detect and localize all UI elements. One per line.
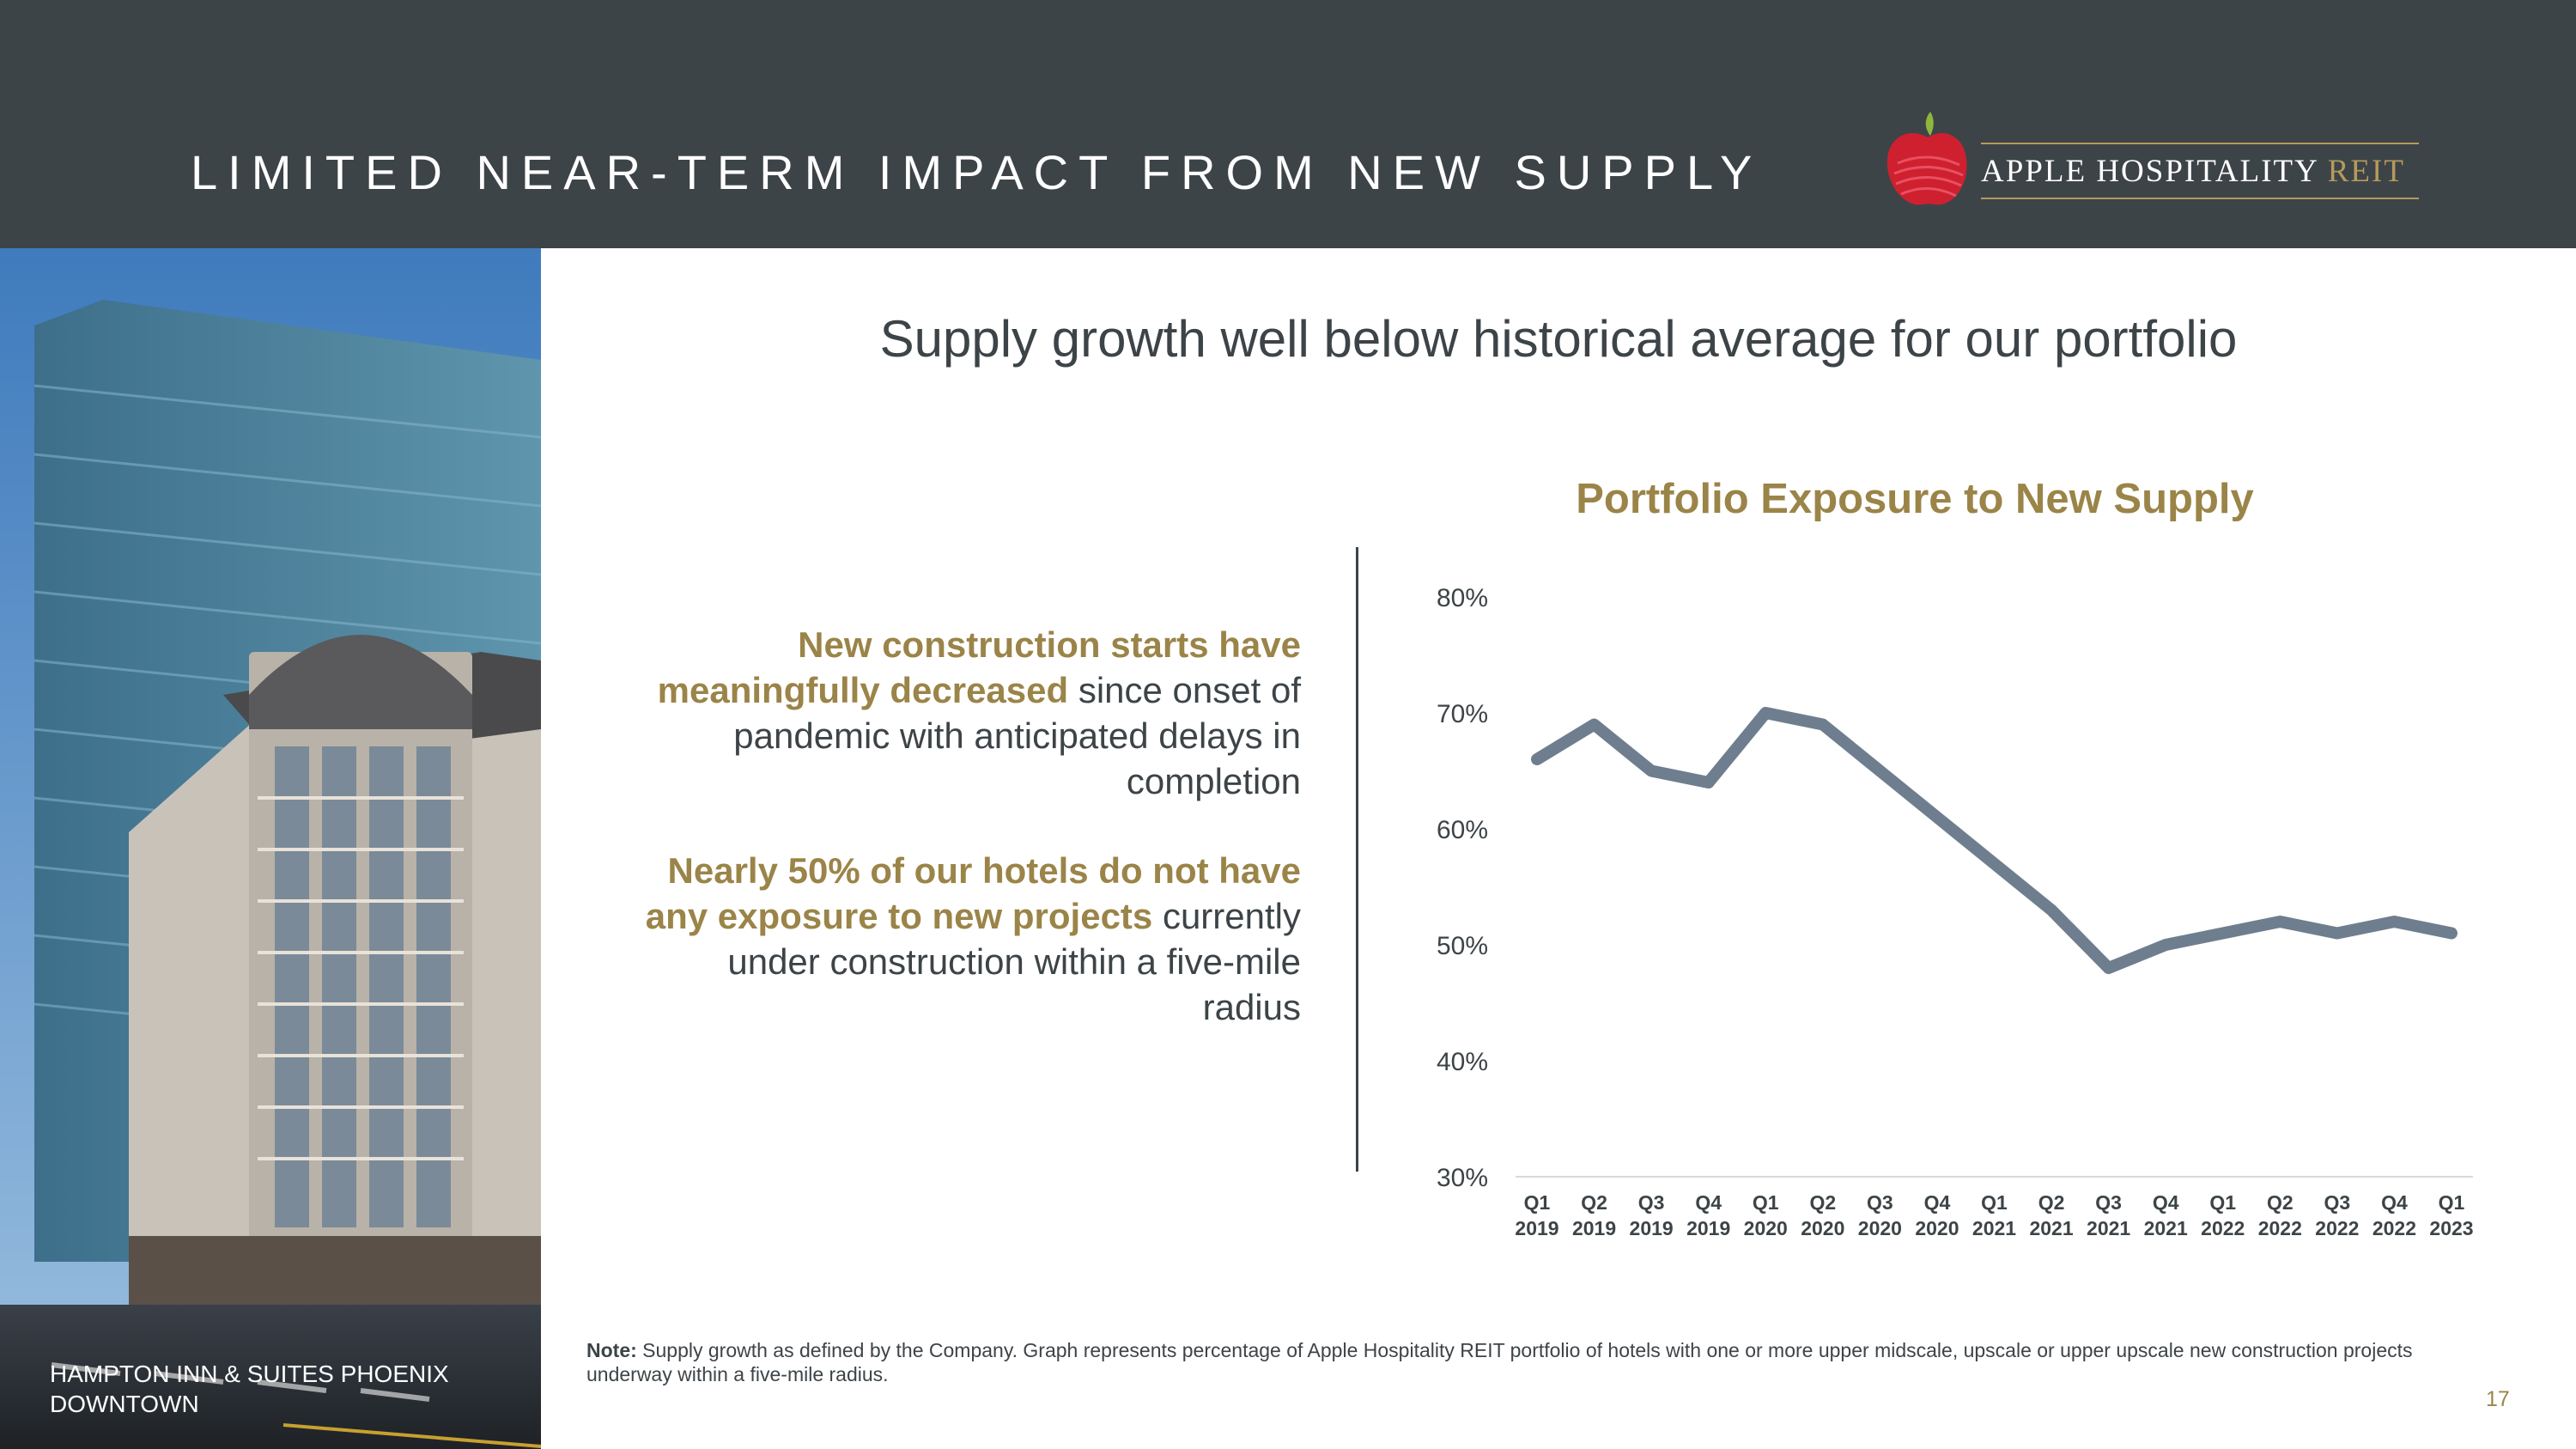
- point-text: since onset of pandemic with anticipated…: [733, 670, 1301, 801]
- y-tick-label: 40%: [1437, 1048, 1488, 1076]
- x-tick-label-quarter: Q4: [1695, 1191, 1722, 1214]
- hotel-photo: [0, 248, 541, 1449]
- photo-caption: HAMPTON INN & SUITES PHOENIX DOWNTOWN: [50, 1361, 449, 1417]
- logo-rule-top: [1981, 143, 2419, 144]
- y-tick-label: 60%: [1437, 816, 1488, 844]
- x-tick-label-year: 2019: [1572, 1217, 1616, 1239]
- header-bar: LIMITED NEAR-TERM IMPACT FROM NEW SUPPLY…: [0, 0, 2576, 248]
- x-tick-label-quarter: Q1: [2439, 1191, 2465, 1214]
- x-tick-label-year: 2022: [2258, 1217, 2302, 1239]
- x-tick-label-quarter: Q3: [1867, 1191, 1893, 1214]
- point-exposure: Nearly 50% of our hotels do not have any…: [631, 848, 1301, 1030]
- x-tick-label-year: 2019: [1630, 1217, 1674, 1239]
- page-number: 17: [2486, 1387, 2510, 1411]
- x-tick-label-year: 2020: [1744, 1217, 1788, 1239]
- x-tick-label-quarter: Q4: [2153, 1191, 2179, 1214]
- x-tick-label-year: 2021: [1972, 1217, 2016, 1239]
- point-highlight: Nearly 50% of our hotels do not have any…: [645, 850, 1301, 936]
- x-tick-label-quarter: Q3: [2324, 1191, 2351, 1214]
- series-line: [1531, 707, 2458, 974]
- x-tick-label-quarter: Q3: [1638, 1191, 1665, 1214]
- apple-logo-icon: [1886, 112, 1967, 205]
- x-tick-label-quarter: Q1: [2209, 1191, 2236, 1214]
- supply-exposure-line-chart: 30% 40% 50% 60% 70% 80% Q1 2019 Q2 2019 Q3 2019 Q4 20…: [1437, 584, 2474, 1239]
- x-tick-label-year: 2021: [2144, 1217, 2188, 1239]
- point-highlight: New construction starts have meaningfull…: [657, 624, 1301, 710]
- vertical-divider: [1356, 547, 1358, 1172]
- slide-title: LIMITED NEAR-TERM IMPACT FROM NEW SUPPLY: [191, 145, 1763, 199]
- x-tick-label-quarter: Q3: [2095, 1191, 2122, 1214]
- hotel-building-image: [0, 248, 541, 1449]
- x-tick-label-quarter: Q2: [1581, 1191, 1607, 1214]
- x-tick-label-year: 2020: [1858, 1217, 1902, 1239]
- x-tick-label-quarter: Q2: [2267, 1191, 2293, 1214]
- x-tick-label-year: 2019: [1515, 1217, 1558, 1239]
- slide-subtitle: Supply growth well below historical aver…: [879, 310, 2238, 368]
- x-tick-label-year: 2021: [2029, 1217, 2073, 1239]
- x-tick-label-quarter: Q2: [1809, 1191, 1836, 1214]
- note-text: Supply growth as defined by the Company.…: [586, 1339, 2413, 1385]
- x-tick-label-quarter: Q2: [2038, 1191, 2065, 1214]
- x-tick-label-year: 2020: [1915, 1217, 1959, 1239]
- note-label: Note:: [586, 1339, 637, 1361]
- y-tick-label: 50%: [1437, 932, 1488, 960]
- x-tick-label-quarter: Q1: [1524, 1191, 1551, 1214]
- y-tick-label: 80%: [1437, 584, 1488, 612]
- footnote: Note: Supply growth as defined by the Co…: [586, 1338, 2415, 1386]
- x-tick-label-year: 2020: [1801, 1217, 1844, 1239]
- x-tick-label-year: 2022: [2201, 1217, 2245, 1239]
- point-construction-starts: New construction starts have meaningfull…: [631, 622, 1301, 804]
- y-tick-label: 70%: [1437, 700, 1488, 728]
- y-tick-label: 30%: [1437, 1164, 1488, 1192]
- logo-wordmark: APPLE HOSPITALITY REIT: [1981, 154, 2405, 189]
- x-tick-label-year: 2022: [2315, 1217, 2359, 1239]
- x-tick-label-quarter: Q4: [2381, 1191, 2408, 1214]
- x-tick-label-quarter: Q4: [1924, 1191, 1951, 1214]
- point-text: currently under construction within a fi…: [727, 896, 1301, 1027]
- x-tick-label-quarter: Q1: [1981, 1191, 2008, 1214]
- x-tick-label-year: 2021: [2087, 1217, 2130, 1239]
- logo-rule-bottom: [1981, 198, 2419, 199]
- chart-title: Portfolio Exposure to New Supply: [1576, 476, 2254, 522]
- x-tick-label-year: 2023: [2429, 1217, 2473, 1239]
- x-tick-label-quarter: Q1: [1753, 1191, 1779, 1214]
- x-tick-label-year: 2019: [1686, 1217, 1730, 1239]
- company-logo: APPLE HOSPITALITY REIT: [1880, 103, 2430, 215]
- x-tick-label-year: 2022: [2372, 1217, 2416, 1239]
